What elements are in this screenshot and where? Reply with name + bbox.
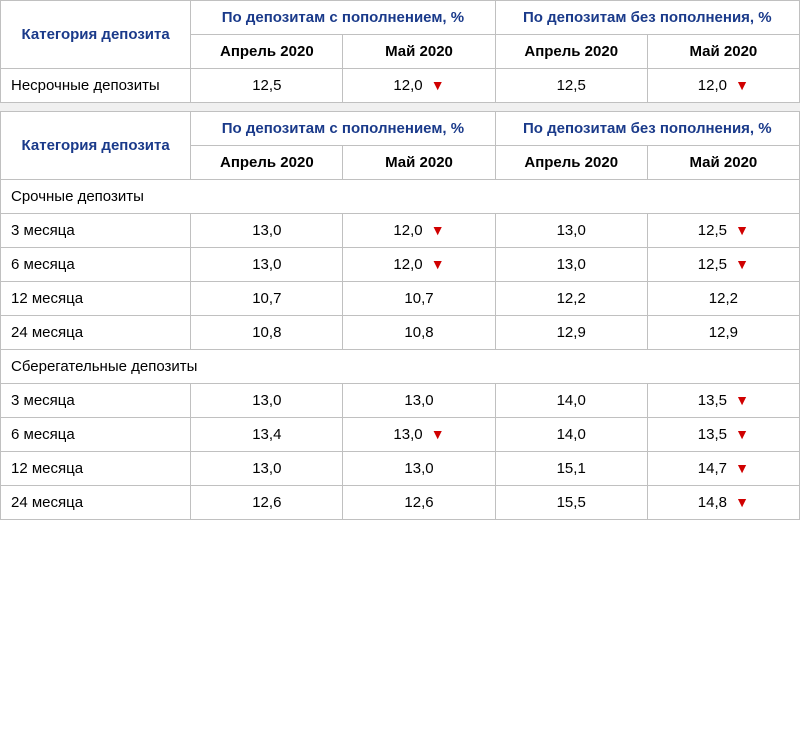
header-apr: Апрель 2020 xyxy=(495,146,647,180)
header-refill: По депозитам с пополнением, % xyxy=(191,1,495,35)
table-row: 6 месяца13,413,0 ▼14,013,5 ▼ xyxy=(1,418,800,452)
value-cell: 12,9 xyxy=(647,316,799,350)
header-category: Категория депозита xyxy=(1,112,191,180)
value-cell: 12,9 xyxy=(495,316,647,350)
row-label: 3 месяца xyxy=(1,384,191,418)
triangle-down-icon: ▼ xyxy=(431,426,445,442)
value-cell: 14,0 xyxy=(495,384,647,418)
value-cell: 12,5 xyxy=(191,69,343,103)
value-cell: 10,7 xyxy=(191,282,343,316)
header-may: Май 2020 xyxy=(343,35,495,69)
triangle-down-icon: ▼ xyxy=(431,77,445,93)
header-may: Май 2020 xyxy=(647,146,799,180)
header-refill: По депозитам с пополнением, % xyxy=(191,112,495,146)
triangle-down-icon: ▼ xyxy=(735,256,749,272)
section-label: Срочные депозиты xyxy=(1,180,800,214)
row-label: 24 месяца xyxy=(1,486,191,520)
value-cell: 13,0 xyxy=(343,384,495,418)
table-row: 12 месяца10,710,712,212,2 xyxy=(1,282,800,316)
value-cell: 10,8 xyxy=(343,316,495,350)
section-row: Сберегательные депозиты xyxy=(1,350,800,384)
value-cell: 12,5 ▼ xyxy=(647,214,799,248)
header-norefill: По депозитам без пополнения, % xyxy=(495,112,799,146)
value-cell: 10,7 xyxy=(343,282,495,316)
value-cell: 10,8 xyxy=(191,316,343,350)
value-cell: 12,0 ▼ xyxy=(647,69,799,103)
deposit-table-1: Категория депозита По депозитам с пополн… xyxy=(0,0,800,103)
value-cell: 13,5 ▼ xyxy=(647,384,799,418)
row-label: 6 месяца xyxy=(1,248,191,282)
value-cell: 12,6 xyxy=(191,486,343,520)
value-cell: 12,0 ▼ xyxy=(343,248,495,282)
header-apr: Апрель 2020 xyxy=(191,146,343,180)
section-row: Срочные депозиты xyxy=(1,180,800,214)
row-label: 24 месяца xyxy=(1,316,191,350)
value-cell: 13,0 xyxy=(343,452,495,486)
value-cell: 15,5 xyxy=(495,486,647,520)
triangle-down-icon: ▼ xyxy=(431,256,445,272)
value-cell: 14,7 ▼ xyxy=(647,452,799,486)
table-gap xyxy=(0,103,800,111)
table-row: 3 месяца13,013,014,013,5 ▼ xyxy=(1,384,800,418)
header-apr: Апрель 2020 xyxy=(191,35,343,69)
row-label: Несрочные депозиты xyxy=(1,69,191,103)
row-label: 12 месяца xyxy=(1,452,191,486)
triangle-down-icon: ▼ xyxy=(431,222,445,238)
header-may: Май 2020 xyxy=(647,35,799,69)
row-label: 3 месяца xyxy=(1,214,191,248)
value-cell: 13,0 xyxy=(191,384,343,418)
table-row: 24 месяца10,810,812,912,9 xyxy=(1,316,800,350)
value-cell: 12,0 ▼ xyxy=(343,69,495,103)
header-may: Май 2020 xyxy=(343,146,495,180)
value-cell: 12,5 xyxy=(495,69,647,103)
value-cell: 12,2 xyxy=(495,282,647,316)
table-row: Несрочные депозиты12,512,0 ▼12,512,0 ▼ xyxy=(1,69,800,103)
value-cell: 12,5 ▼ xyxy=(647,248,799,282)
table-row: 24 месяца12,612,615,514,8 ▼ xyxy=(1,486,800,520)
header-apr: Апрель 2020 xyxy=(495,35,647,69)
value-cell: 13,0 xyxy=(495,248,647,282)
triangle-down-icon: ▼ xyxy=(735,460,749,476)
deposit-table-2: Категория депозита По депозитам с пополн… xyxy=(0,111,800,520)
value-cell: 14,0 xyxy=(495,418,647,452)
value-cell: 13,0 xyxy=(191,214,343,248)
row-label: 12 месяца xyxy=(1,282,191,316)
triangle-down-icon: ▼ xyxy=(735,77,749,93)
triangle-down-icon: ▼ xyxy=(735,494,749,510)
header-norefill: По депозитам без пополнения, % xyxy=(495,1,799,35)
value-cell: 12,0 ▼ xyxy=(343,214,495,248)
triangle-down-icon: ▼ xyxy=(735,222,749,238)
value-cell: 14,8 ▼ xyxy=(647,486,799,520)
value-cell: 13,0 xyxy=(191,452,343,486)
triangle-down-icon: ▼ xyxy=(735,392,749,408)
value-cell: 12,6 xyxy=(343,486,495,520)
value-cell: 13,0 ▼ xyxy=(343,418,495,452)
value-cell: 13,5 ▼ xyxy=(647,418,799,452)
table-row: 3 месяца13,012,0 ▼13,012,5 ▼ xyxy=(1,214,800,248)
triangle-down-icon: ▼ xyxy=(735,426,749,442)
value-cell: 13,0 xyxy=(191,248,343,282)
section-label: Сберегательные депозиты xyxy=(1,350,800,384)
table-row: 12 месяца13,013,015,114,7 ▼ xyxy=(1,452,800,486)
value-cell: 13,4 xyxy=(191,418,343,452)
value-cell: 12,2 xyxy=(647,282,799,316)
value-cell: 15,1 xyxy=(495,452,647,486)
table-row: 6 месяца13,012,0 ▼13,012,5 ▼ xyxy=(1,248,800,282)
row-label: 6 месяца xyxy=(1,418,191,452)
header-category: Категория депозита xyxy=(1,1,191,69)
value-cell: 13,0 xyxy=(495,214,647,248)
